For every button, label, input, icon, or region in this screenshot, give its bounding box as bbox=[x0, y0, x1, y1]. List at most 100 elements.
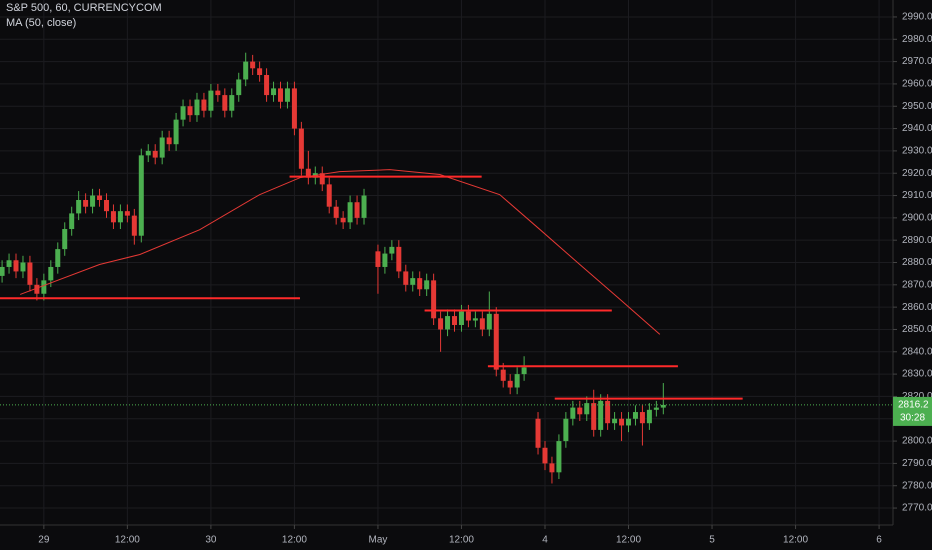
x-tick-label: 30 bbox=[205, 535, 217, 546]
candle-body bbox=[612, 418, 618, 424]
candle-body bbox=[0, 266, 5, 276]
candle-body bbox=[570, 407, 576, 419]
candle-body bbox=[556, 441, 562, 473]
candle-body bbox=[201, 99, 207, 111]
candle-body bbox=[34, 284, 40, 294]
candle-body bbox=[375, 251, 381, 267]
candle-body bbox=[138, 155, 144, 236]
y-tick-label: 2780.0 bbox=[902, 480, 932, 491]
candle-body bbox=[264, 75, 270, 96]
candle-body bbox=[347, 202, 353, 223]
candle-body bbox=[145, 150, 151, 156]
candle-body bbox=[639, 412, 645, 424]
candle-body bbox=[465, 311, 471, 321]
y-tick-label: 2800.0 bbox=[902, 436, 932, 447]
x-tick-label: 12:00 bbox=[783, 535, 808, 546]
candle-body bbox=[131, 215, 137, 236]
candle-body bbox=[389, 246, 395, 254]
candle-body bbox=[48, 266, 54, 281]
candle-body bbox=[41, 280, 47, 294]
y-tick-label: 2960.0 bbox=[902, 79, 932, 90]
candle-body bbox=[521, 367, 527, 375]
candle-body bbox=[298, 128, 304, 169]
candle-body bbox=[180, 106, 186, 120]
candle-body bbox=[340, 217, 346, 223]
y-tick-label: 2890.0 bbox=[902, 235, 932, 246]
grid bbox=[0, 0, 893, 525]
candle-body bbox=[584, 403, 590, 415]
candle-body bbox=[563, 418, 569, 442]
candle-body bbox=[194, 99, 200, 116]
candle-body bbox=[653, 407, 659, 410]
candle-body bbox=[27, 262, 33, 285]
candle-body bbox=[319, 173, 325, 185]
x-tick-label: 29 bbox=[38, 535, 50, 546]
candle-body bbox=[173, 119, 179, 145]
candle-body bbox=[458, 311, 464, 325]
x-tick-label: 12:00 bbox=[616, 535, 641, 546]
candle-body bbox=[514, 374, 520, 388]
candle-body bbox=[479, 318, 485, 330]
candle-body bbox=[117, 211, 123, 223]
y-tick-label: 2830.0 bbox=[902, 369, 932, 380]
y-tick-label: 2880.0 bbox=[902, 257, 932, 268]
candle-body bbox=[13, 260, 19, 272]
candle-body bbox=[598, 400, 604, 430]
candle-body bbox=[62, 229, 68, 250]
y-tick-label: 2870.0 bbox=[902, 279, 932, 290]
candle-body bbox=[159, 137, 165, 158]
indicator-label: MA (50, close) bbox=[6, 17, 76, 29]
candle-body bbox=[438, 318, 444, 330]
candle-body bbox=[291, 88, 297, 129]
candle-body bbox=[535, 418, 541, 448]
candle-body bbox=[55, 249, 61, 267]
y-tick-label: 2920.0 bbox=[902, 168, 932, 179]
candle-body bbox=[326, 184, 332, 207]
candle-body bbox=[619, 418, 625, 426]
candle-body bbox=[361, 195, 367, 218]
candle-body bbox=[549, 463, 555, 473]
candle-body bbox=[103, 200, 109, 212]
last-price-label: 2816.2 bbox=[898, 400, 929, 411]
candle-body bbox=[605, 400, 611, 424]
y-tick-label: 2860.0 bbox=[902, 302, 932, 313]
candle-body bbox=[166, 137, 172, 145]
candle-body bbox=[76, 200, 82, 214]
y-tick-label: 2820.0 bbox=[902, 391, 932, 402]
candle-body bbox=[417, 278, 423, 290]
x-tick-label: 6 bbox=[876, 535, 882, 546]
candle-body bbox=[236, 79, 242, 96]
y-tick-label: 2950.0 bbox=[902, 101, 932, 112]
candle-body bbox=[452, 316, 458, 325]
candle-body bbox=[69, 213, 75, 230]
plot bbox=[0, 52, 893, 484]
candle-body bbox=[305, 168, 311, 178]
candle-body bbox=[591, 403, 597, 430]
y-tick-label: 2980.0 bbox=[902, 34, 932, 45]
candle-body bbox=[277, 88, 283, 102]
candle-body bbox=[90, 195, 96, 207]
candle-body bbox=[83, 200, 89, 207]
candle-body bbox=[110, 211, 116, 223]
candle-body bbox=[243, 61, 249, 80]
candle-body bbox=[152, 150, 158, 158]
countdown: 30:28 bbox=[900, 413, 925, 424]
candle-body bbox=[626, 418, 632, 426]
y-tick-label: 2990.0 bbox=[902, 12, 932, 23]
y-tick-label: 2900.0 bbox=[902, 212, 932, 223]
candle-body bbox=[222, 95, 228, 111]
candle-body bbox=[403, 271, 409, 285]
candle-body bbox=[493, 313, 499, 370]
y-tick-label: 2970.0 bbox=[902, 56, 932, 67]
x-tick-label: 5 bbox=[709, 535, 715, 546]
candle-body bbox=[6, 260, 12, 267]
last-price-badge bbox=[893, 396, 932, 426]
y-tick-label: 2940.0 bbox=[902, 123, 932, 134]
candle-body bbox=[431, 280, 437, 319]
y-tick-label: 2840.0 bbox=[902, 346, 932, 357]
y-tick-label: 2930.0 bbox=[902, 146, 932, 157]
candle-body bbox=[284, 88, 290, 102]
candle-body bbox=[500, 369, 506, 381]
x-tick-label: 12:00 bbox=[282, 535, 307, 546]
